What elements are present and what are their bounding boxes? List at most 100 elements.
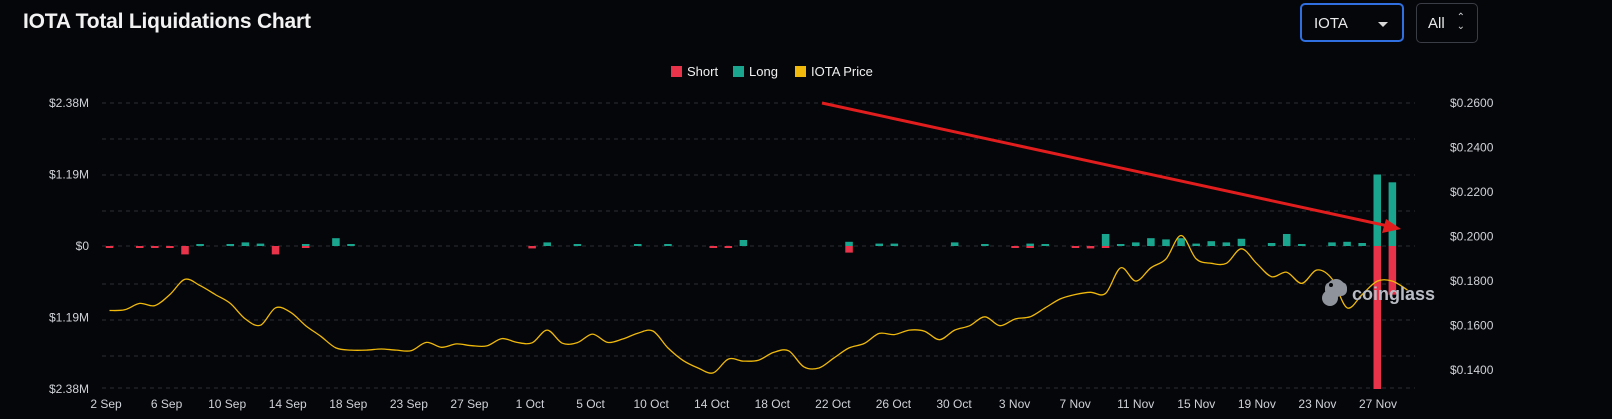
right-axis: $0.2600 $0.2400 $0.2200 $0.2000 $0.1800 $0.16… bbox=[1450, 96, 1494, 377]
short-bar bbox=[301, 246, 310, 248]
up-down-chevron-icon: ⌃ ⌄ bbox=[1456, 12, 1465, 32]
x-axis-tick-label: 11 Nov bbox=[1117, 397, 1154, 411]
x-axis-tick-label: 14 Sep bbox=[269, 397, 307, 411]
left-axis-tick-label: $2.38M bbox=[49, 382, 89, 396]
legend-label: Long bbox=[749, 64, 778, 79]
long-bar bbox=[845, 241, 853, 246]
short-bar bbox=[105, 246, 114, 248]
right-axis-tick-label: $0.1400 bbox=[1450, 363, 1494, 377]
right-axis-tick-label: $0.2400 bbox=[1450, 141, 1494, 155]
long-bar bbox=[256, 243, 265, 246]
watermark-text: coinglass bbox=[1352, 284, 1435, 304]
range-select-value: All bbox=[1428, 15, 1445, 32]
short-bar bbox=[1011, 246, 1019, 248]
long-bar bbox=[1162, 239, 1170, 246]
x-axis-tick-label: 18 Sep bbox=[329, 397, 367, 411]
right-axis-tick-label: $0.2600 bbox=[1450, 96, 1494, 110]
left-axis-tick-label: $1.19M bbox=[49, 168, 89, 182]
x-axis-tick-label: 27 Sep bbox=[450, 397, 488, 411]
left-axis-tick-label: $2.38M bbox=[49, 96, 89, 110]
right-axis-tick-label: $0.1800 bbox=[1450, 274, 1494, 288]
long-bar bbox=[1388, 182, 1397, 246]
long-bar bbox=[1101, 233, 1110, 246]
x-axis-tick-label: 5 Oct bbox=[576, 397, 605, 411]
short-bar bbox=[135, 246, 144, 248]
x-axis-tick-label: 10 Oct bbox=[633, 397, 669, 411]
long-bar bbox=[573, 244, 582, 246]
long-bar bbox=[196, 244, 204, 246]
chart-legend: Short Long IOTA Price bbox=[671, 64, 873, 79]
short-bar bbox=[166, 246, 174, 248]
x-axis-tick-label: 3 Nov bbox=[999, 397, 1030, 411]
long-bar bbox=[226, 244, 235, 246]
x-axis-tick-label: 23 Nov bbox=[1298, 397, 1336, 411]
short-bar bbox=[1373, 246, 1382, 389]
long-bar bbox=[347, 244, 355, 246]
x-axis-tick-label: 22 Oct bbox=[815, 397, 851, 411]
chevron-down-icon bbox=[1378, 22, 1388, 27]
x-axis-tick-label: 18 Oct bbox=[755, 397, 791, 411]
x-axis-tick-label: 14 Oct bbox=[694, 397, 730, 411]
short-bar bbox=[528, 246, 536, 249]
long-bar bbox=[950, 242, 959, 246]
x-axis-tick-label: 2 Sep bbox=[90, 397, 122, 411]
long-bar bbox=[633, 244, 642, 246]
coin-select-value: IOTA bbox=[1314, 15, 1348, 32]
long-bar bbox=[1358, 242, 1366, 246]
chart-grid bbox=[102, 102, 1415, 389]
short-bar bbox=[151, 246, 159, 248]
long-bar bbox=[1116, 244, 1125, 246]
x-axis-tick-label: 30 Oct bbox=[936, 397, 972, 411]
coinglass-logo-icon bbox=[1322, 279, 1347, 306]
long-bar bbox=[1343, 241, 1351, 246]
left-axis-tick-label: $1.19M bbox=[49, 311, 89, 325]
long-bar bbox=[890, 243, 899, 246]
range-select[interactable]: All ⌃ ⌄ bbox=[1416, 3, 1478, 43]
short-bar bbox=[1026, 246, 1034, 248]
long-bar bbox=[1222, 242, 1231, 246]
x-axis-tick-label: 23 Sep bbox=[390, 397, 428, 411]
legend-swatch bbox=[733, 66, 744, 77]
short-bar bbox=[845, 246, 853, 253]
right-axis-tick-label: $0.2200 bbox=[1450, 185, 1494, 199]
bar-series bbox=[105, 174, 1397, 389]
x-axis-tick-label: 15 Nov bbox=[1177, 397, 1215, 411]
long-bar bbox=[1041, 244, 1050, 246]
x-axis-tick-label: 10 Sep bbox=[208, 397, 246, 411]
short-bar bbox=[181, 246, 189, 255]
legend-label: Short bbox=[687, 64, 718, 79]
long-bar bbox=[1147, 238, 1155, 246]
x-axis-tick-label: 27 Nov bbox=[1359, 397, 1397, 411]
short-bar bbox=[1086, 246, 1095, 249]
long-bar bbox=[332, 238, 340, 246]
long-bar bbox=[1132, 242, 1140, 246]
left-axis: $2.38M $1.19M $0 $1.19M $2.38M bbox=[49, 96, 89, 396]
short-bar bbox=[271, 246, 280, 255]
long-bar bbox=[543, 242, 551, 246]
short-bar bbox=[709, 246, 717, 248]
long-bar bbox=[664, 244, 672, 246]
legend-swatch bbox=[671, 66, 682, 77]
right-axis-tick-label: $0.1600 bbox=[1450, 319, 1494, 333]
x-axis-tick-label: 7 Nov bbox=[1059, 397, 1090, 411]
long-bar bbox=[1328, 242, 1336, 246]
coin-select[interactable]: IOTA bbox=[1300, 3, 1404, 42]
legend-swatch bbox=[795, 66, 806, 77]
x-axis-tick-label: 6 Sep bbox=[151, 397, 183, 411]
right-axis-tick-label: $0.2000 bbox=[1450, 230, 1494, 244]
page-title: IOTA Total Liquidations Chart bbox=[23, 10, 311, 33]
long-bar bbox=[1282, 233, 1291, 246]
x-axis-tick-label: 1 Oct bbox=[516, 397, 545, 411]
arrow-head bbox=[1382, 219, 1401, 233]
long-bar bbox=[981, 244, 989, 246]
long-bar bbox=[241, 242, 250, 246]
short-bar bbox=[1388, 246, 1397, 295]
long-bar bbox=[1026, 243, 1034, 246]
long-bar bbox=[739, 239, 748, 246]
x-axis: 2 Sep 6 Sep 10 Sep 14 Sep 18 Sep 23 Sep 27 Sep… bbox=[90, 397, 1397, 411]
short-bar bbox=[1101, 246, 1110, 248]
long-bar bbox=[1207, 241, 1216, 246]
annotation-arrow bbox=[821, 101, 1401, 233]
legend-label: IOTA Price bbox=[811, 64, 873, 79]
